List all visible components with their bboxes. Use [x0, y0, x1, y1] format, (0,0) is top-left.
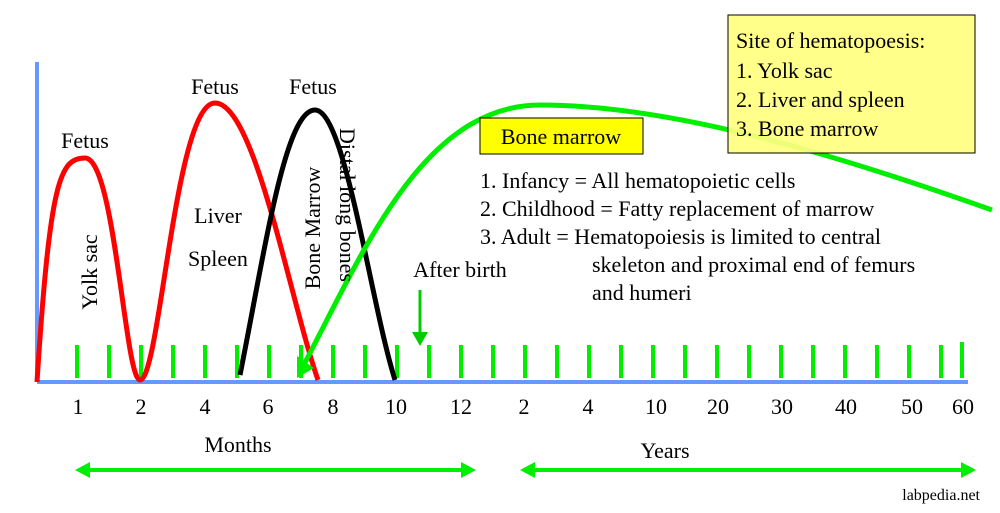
axis-label: 10	[385, 394, 407, 419]
label: Fetus	[61, 128, 109, 153]
axis-label: 4	[583, 394, 594, 419]
axis-label: 6	[263, 394, 274, 419]
axis-label: 20	[707, 394, 729, 419]
box-line: 3. Adult = Hematopoiesis is limited to c…	[480, 224, 881, 249]
label: Bone Marrow	[300, 166, 325, 289]
box-line: skeleton and proximal end of femurs	[592, 252, 915, 277]
axis-label: 60	[952, 394, 974, 419]
annotation: After birth	[413, 257, 506, 282]
label: Fetus	[289, 74, 337, 99]
black-curve	[237, 107, 398, 381]
axis-label: 2	[519, 394, 530, 419]
footer: labpedia.net	[902, 487, 980, 504]
box-title: Bone marrow	[501, 124, 621, 149]
axis-label: 50	[901, 394, 923, 419]
label: Distal long bones	[335, 128, 360, 282]
axis-label: 10	[645, 394, 667, 419]
axis-label: 2	[136, 394, 147, 419]
axis-label: 1	[73, 394, 84, 419]
label: Spleen	[188, 246, 248, 271]
axis-label: 4	[200, 394, 211, 419]
bone-marrow-box	[479, 117, 644, 155]
axis-unit: Months	[204, 432, 271, 457]
label: Fetus	[191, 74, 239, 99]
axis-unit: Years	[640, 438, 689, 463]
box-item: 3. Bone marrow	[736, 116, 878, 141]
label: Liver	[194, 203, 242, 228]
box-item: 2. Liver and spleen	[736, 87, 905, 112]
box-title: Site of hematopoesis:	[736, 28, 925, 53]
axis-label: 30	[771, 394, 793, 419]
box-line: 1. Infancy = All hematopoietic cells	[480, 168, 795, 193]
axis-label: 40	[835, 394, 857, 419]
sites-box	[727, 14, 976, 154]
axis-labels: 1 2 4 6 8 10 12 2 4 10 20 30 40 50 60	[73, 394, 975, 419]
label: Yolk sac	[77, 234, 102, 310]
after-birth-arrowhead	[412, 332, 428, 346]
box-line: 2. Childhood = Fatty replacement of marr…	[480, 196, 874, 221]
box-line: and humeri	[592, 280, 692, 305]
red-curve	[34, 100, 321, 383]
green-arrowhead	[297, 356, 314, 378]
box-item: 1. Yolk sac	[736, 58, 833, 83]
axis-label: 12	[450, 394, 472, 419]
green-curve	[297, 102, 993, 374]
axis-label: 8	[328, 394, 339, 419]
